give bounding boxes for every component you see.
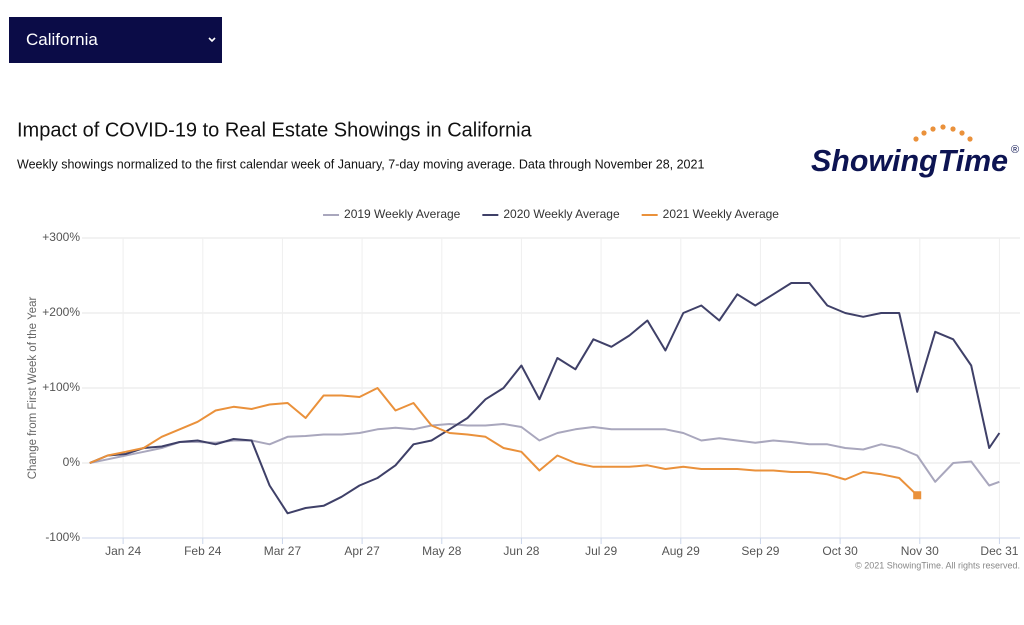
logo: ShowingTime ® [811, 124, 1019, 178]
logo-text: ShowingTime [811, 143, 1008, 178]
x-tick-label: May 28 [422, 544, 462, 558]
legend-item[interactable]: 2019 Weekly Average [323, 207, 461, 221]
series-line [89, 387, 918, 497]
chart-subtitle: Weekly showings normalized to the first … [17, 157, 704, 171]
x-tick-label: Jan 24 [105, 544, 141, 558]
y-tick-label: +100% [42, 380, 80, 394]
series-line [89, 423, 1000, 487]
dropdown-value: California [26, 30, 98, 49]
legend-label: 2019 Weekly Average [344, 207, 461, 221]
y-axis-title: Change from First Week of the Year [27, 297, 39, 480]
state-dropdown[interactable]: California [9, 17, 222, 63]
x-tick-label: Mar 27 [264, 544, 302, 558]
legend-label: 2021 Weekly Average [663, 207, 780, 221]
x-tick-label: Aug 29 [662, 544, 700, 558]
x-tick-label: Jul 29 [585, 544, 617, 558]
legend-item[interactable]: 2021 Weekly Average [641, 207, 780, 221]
end-marker [913, 491, 922, 500]
legend-label: 2020 Weekly Average [503, 207, 620, 221]
y-tick-label: -100% [45, 530, 80, 544]
y-tick-label: +300% [42, 230, 80, 244]
x-tick-label: Feb 24 [184, 544, 222, 558]
legend-item[interactable]: 2020 Weekly Average [482, 207, 620, 221]
x-tick-label: Nov 30 [901, 544, 939, 558]
x-tick-label: Oct 30 [822, 544, 858, 558]
logo-dots [913, 124, 973, 142]
x-tick-label: Sep 29 [741, 544, 779, 558]
credit: © 2021 ShowingTime. All rights reserved. [855, 560, 1020, 570]
x-tick-label: Jun 28 [503, 544, 539, 558]
legend: 2019 Weekly Average 2020 Weekly Average 20… [323, 207, 779, 221]
y-tick-label: 0% [63, 455, 81, 469]
series-line [89, 282, 1001, 515]
dropdown-chevron [208, 37, 216, 43]
y-tick-label: +200% [42, 305, 80, 319]
logo-mark: ® [1011, 144, 1019, 156]
x-tick-label: Apr 27 [344, 544, 380, 558]
chart-title: Impact of COVID-19 to Real Estate Showin… [17, 119, 533, 141]
x-tick-label: Dec 31 [980, 544, 1018, 558]
